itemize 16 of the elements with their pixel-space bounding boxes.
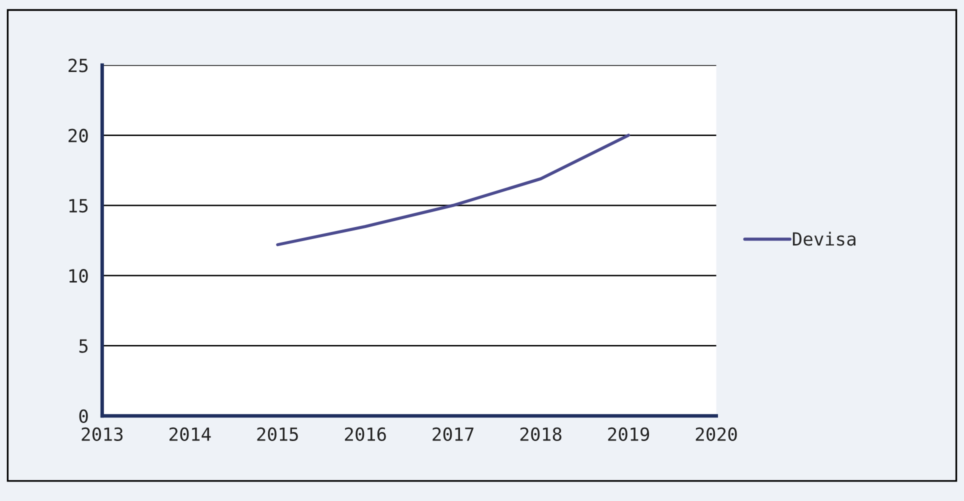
x-tick-label: 2014 [170, 427, 211, 442]
x-tick-label: 2018 [520, 427, 562, 442]
line-series [276, 134, 630, 246]
x-tick-label: 2013 [82, 427, 123, 442]
y-tick-label: 20 [68, 128, 88, 142]
y-tick-label: 15 [69, 199, 88, 213]
y-tick-label: 0 [79, 409, 88, 423]
x-tick-label: 2016 [344, 427, 386, 442]
legend-label: Devisa [792, 232, 856, 246]
x-tick-label: 2020 [696, 427, 737, 442]
x-tick-label: 2019 [608, 427, 650, 442]
x-tick-label: 2017 [432, 427, 474, 442]
x-tick-label: 2015 [257, 427, 298, 442]
y-tick-label: 5 [79, 339, 88, 353]
y-tick-label: 10 [69, 269, 88, 283]
y-tick-label: 25 [68, 58, 88, 72]
